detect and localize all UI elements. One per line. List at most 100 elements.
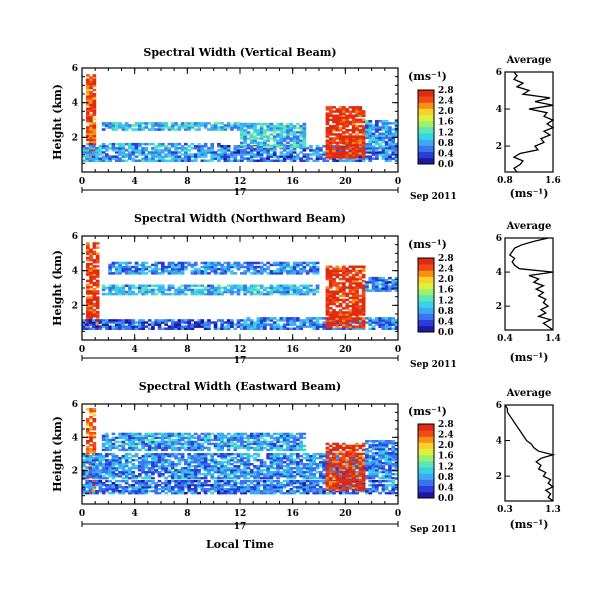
heatmap-cell xyxy=(95,246,100,249)
heatmap-cell xyxy=(151,122,155,125)
heatmap-cell xyxy=(164,444,168,448)
heatmap-cell xyxy=(197,477,201,480)
heatmap-cell xyxy=(332,277,336,281)
heatmap-cell xyxy=(365,157,369,160)
heatmap-cell xyxy=(384,153,389,156)
heatmap-cell xyxy=(223,482,228,485)
heatmap-cell xyxy=(190,265,195,269)
heatmap-cell xyxy=(154,153,159,156)
heatmap-cell xyxy=(375,153,379,156)
heatmap-cell xyxy=(184,469,188,472)
heatmap-cell xyxy=(292,317,297,320)
heatmap-cell xyxy=(213,442,218,446)
heatmap-cell xyxy=(256,482,261,485)
heatmap-cell xyxy=(309,267,313,271)
heatmap-cell xyxy=(197,465,201,468)
heatmap-cell xyxy=(296,270,300,273)
heatmap-cell xyxy=(338,480,343,484)
heatmap-cell xyxy=(296,455,300,458)
heatmap-cell xyxy=(299,448,303,452)
heatmap-cell xyxy=(236,153,241,156)
heatmap-cell xyxy=(190,270,195,273)
heatmap-cell xyxy=(85,471,89,474)
heatmap-cell xyxy=(88,467,93,470)
heatmap-cell xyxy=(351,156,356,159)
heatmap-cell xyxy=(89,275,93,278)
heatmap-cell xyxy=(246,471,251,474)
heatmap-cell xyxy=(351,282,356,285)
heatmap-cell xyxy=(299,442,303,446)
heatmap-cell xyxy=(391,134,396,138)
heatmap-cell xyxy=(174,288,178,292)
heatmap-cell xyxy=(124,465,129,468)
heatmap-cell xyxy=(335,490,340,493)
heatmap-cell xyxy=(174,457,178,460)
heatmap-cell xyxy=(105,157,109,160)
heatmap-cell xyxy=(114,147,119,150)
heatmap-cell xyxy=(207,323,211,326)
heatmap-cell xyxy=(86,442,90,445)
heatmap-cell xyxy=(328,323,333,327)
heatmap-cell xyxy=(131,290,136,294)
heatmap-cell xyxy=(164,267,168,271)
heatmap-cell xyxy=(391,122,396,125)
ylabel-northward: Height (km) xyxy=(51,250,64,326)
heatmap-cell xyxy=(282,469,287,472)
heatmap-cell xyxy=(95,482,99,485)
heatmap-cell xyxy=(154,263,159,267)
heatmap-cell xyxy=(213,484,218,487)
heatmap-cell xyxy=(263,484,267,487)
heatmap-cell xyxy=(170,465,175,468)
heatmap-cell xyxy=(368,134,373,138)
heatmap-cell xyxy=(141,286,145,290)
heatmap-cell xyxy=(358,471,363,474)
heatmap-cell xyxy=(161,448,165,452)
heatmap-cell xyxy=(151,453,155,456)
heatmap-cell xyxy=(200,270,205,273)
heatmap-cell xyxy=(144,465,149,468)
heatmap-cell xyxy=(319,455,323,458)
heatmap-northward xyxy=(82,242,398,330)
heatmap-cell xyxy=(190,147,195,150)
heatmap-cell xyxy=(361,159,366,162)
heatmap-cell xyxy=(299,436,303,440)
heatmap-cell xyxy=(328,472,333,476)
heatmap-cell xyxy=(259,286,264,290)
heatmap-cell xyxy=(282,284,287,287)
heatmap-cell xyxy=(361,126,366,130)
heatmap-cell xyxy=(355,114,359,117)
heatmap-cell xyxy=(174,486,178,489)
heatmap-cell xyxy=(259,261,264,265)
heatmap-cell xyxy=(164,147,168,150)
heatmap-cell xyxy=(272,323,277,326)
heatmap-cell xyxy=(89,252,93,256)
heatmap-cell xyxy=(220,436,224,440)
heatmap-cell xyxy=(375,465,379,468)
heatmap-cell xyxy=(378,484,382,487)
heatmap-cell xyxy=(161,473,165,476)
heatmap-cell xyxy=(101,463,106,466)
heatmap-cell xyxy=(240,438,244,442)
heatmap-cell xyxy=(111,453,116,456)
heatmap-cell xyxy=(338,319,343,322)
heatmap-cell xyxy=(345,280,349,283)
heatmap-cell xyxy=(114,467,119,470)
heatmap-cell xyxy=(338,277,343,281)
heatmap-cell xyxy=(91,492,96,495)
heatmap-cell xyxy=(276,465,280,468)
heatmap-cell xyxy=(259,126,264,130)
heatmap-cell xyxy=(348,116,353,119)
heatmap-cell xyxy=(157,455,162,458)
heatmap-cell xyxy=(105,292,109,296)
heatmap-cell xyxy=(371,281,376,284)
heatmap-cell xyxy=(124,263,129,267)
heatmap-cell xyxy=(296,486,300,489)
heatmap-cell xyxy=(131,463,136,466)
heatmap-cell xyxy=(328,269,333,273)
heatmap-cell xyxy=(226,459,231,462)
heatmap-cell xyxy=(296,467,300,470)
heatmap-cell xyxy=(147,442,152,446)
heatmap-cell xyxy=(299,469,303,472)
heatmap-cell xyxy=(101,157,106,160)
heatmap-cell xyxy=(348,484,353,487)
